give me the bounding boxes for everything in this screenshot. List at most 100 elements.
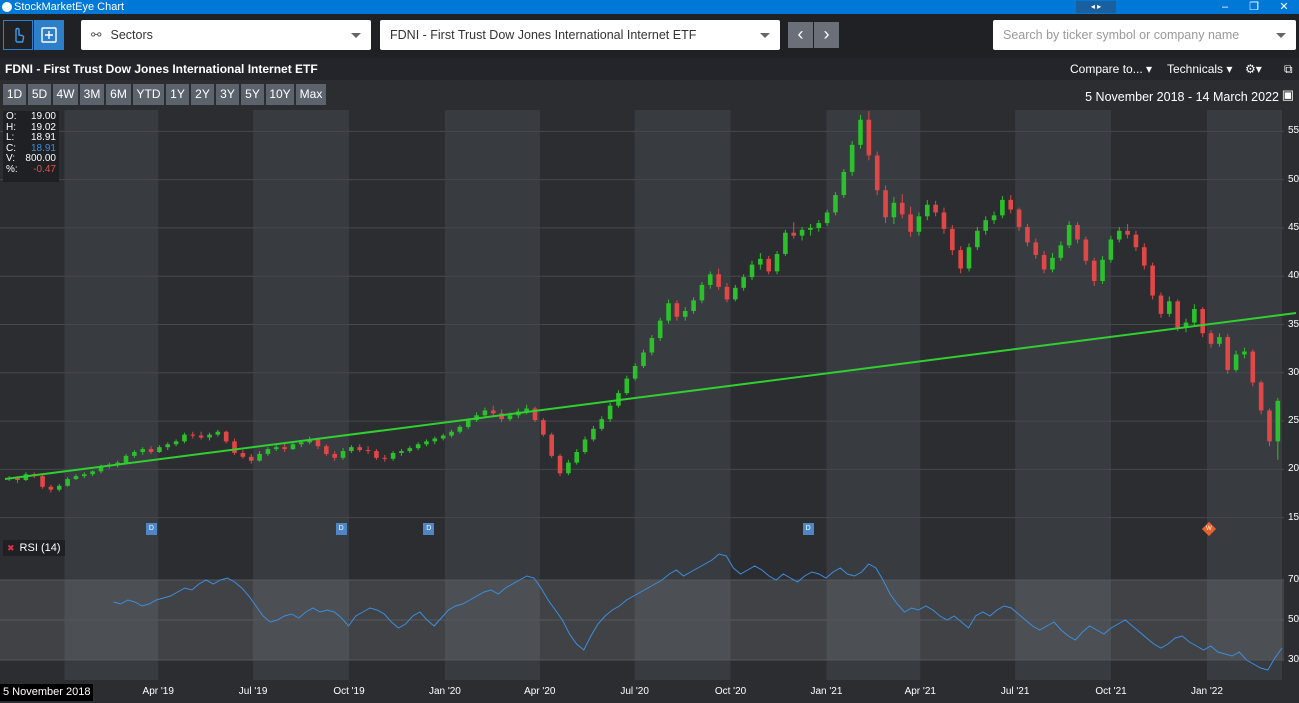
close-icon[interactable]: ✕	[1279, 1, 1289, 13]
candle-body	[1116, 230, 1122, 240]
period-button-3m[interactable]: 3M	[80, 84, 104, 105]
candle-body	[924, 204, 930, 217]
candle-body	[81, 474, 87, 477]
period-button-5y[interactable]: 5Y	[241, 84, 264, 105]
quarter-band	[64, 110, 159, 680]
x-tick-label: Jul '21	[1000, 686, 1030, 697]
ohlc-key: O:	[6, 111, 17, 122]
candle-body	[507, 415, 513, 420]
period-button-3y[interactable]: 3Y	[216, 84, 239, 105]
prev-symbol-button[interactable]: ‹	[788, 22, 813, 48]
candle-body	[1108, 239, 1114, 260]
date-range[interactable]: 5 November 2018 - 14 March 2022	[1085, 90, 1279, 104]
next-symbol-button[interactable]: ›	[814, 22, 839, 48]
period-button-5d[interactable]: 5D	[28, 84, 51, 105]
period-button-2y[interactable]: 2Y	[191, 84, 214, 105]
x-tick-label: Jul '19	[238, 686, 268, 697]
symbol-select[interactable]: FDNI - First Trust Dow Jones Internation…	[380, 20, 780, 50]
candle-body	[1158, 295, 1164, 314]
glasses-icon: ⚯	[91, 28, 102, 42]
candle-body	[1000, 199, 1005, 216]
period-button-10y[interactable]: 10Y	[266, 84, 294, 105]
candle-body	[1167, 301, 1172, 314]
candle-body	[1125, 230, 1130, 235]
candle-body	[499, 413, 504, 420]
period-button-1y[interactable]: 1Y	[166, 84, 189, 105]
candle-body	[1083, 239, 1089, 261]
candle-body	[916, 216, 922, 232]
pointer-mode-button[interactable]	[3, 20, 33, 50]
price-tick-label: 25	[1288, 415, 1299, 427]
rsi-label-text: RSI (14)	[19, 542, 61, 554]
candle-body	[482, 410, 488, 416]
x-tick-label: Oct '21	[1095, 686, 1127, 697]
chevron-down-icon	[1276, 33, 1286, 38]
ohlc-row: C: 18.91	[6, 142, 56, 155]
candle-body	[632, 366, 638, 379]
technicals-dropdown[interactable]: Technicals ▾	[1167, 62, 1233, 76]
candle-body	[899, 202, 905, 215]
crosshair-mode-button[interactable]	[34, 20, 64, 50]
candle-body	[173, 441, 179, 445]
candle-body	[290, 444, 296, 450]
rsi-band	[0, 580, 1284, 660]
candle-body	[1258, 382, 1264, 411]
candle-body	[724, 286, 730, 300]
price-tick-label: 20	[1288, 463, 1299, 475]
candle-body	[248, 456, 254, 461]
dividend-marker[interactable]: D	[423, 523, 435, 535]
settings-gear-icon[interactable]: ⚙▾	[1245, 62, 1262, 76]
candle-body	[1133, 234, 1139, 248]
dividend-marker[interactable]: D	[335, 523, 347, 535]
dividend-marker[interactable]: D	[145, 523, 157, 535]
period-button-ytd[interactable]: YTD	[133, 84, 164, 105]
window-nav-arrows[interactable]: ◂ ▸	[1076, 1, 1116, 13]
period-button-4w[interactable]: 4W	[53, 84, 78, 105]
candle-body	[1208, 333, 1214, 344]
candle-body	[140, 449, 146, 452]
candle-body	[265, 449, 271, 454]
candle-body	[1217, 337, 1222, 344]
x-tick-label: Apr '21	[904, 686, 936, 697]
dividend-marker[interactable]: D	[802, 523, 814, 535]
calendar-icon[interactable]: ▣	[1281, 87, 1294, 102]
period-button-6m[interactable]: 6M	[106, 84, 131, 105]
remove-indicator-icon[interactable]: ✖	[7, 543, 15, 553]
period-button-max[interactable]: Max	[296, 84, 326, 105]
candle-body	[966, 247, 972, 269]
candle-body	[1066, 225, 1072, 246]
candle-body	[516, 411, 521, 416]
candle-body	[691, 300, 696, 311]
symbol-search-input[interactable]: Search by ticker symbol or company name	[993, 20, 1296, 50]
candle-body	[232, 441, 237, 453]
popout-window-icon[interactable]: ⧉	[1284, 62, 1293, 76]
compare-label: Compare to...	[1070, 62, 1143, 76]
ohlc-value: 19.00	[30, 111, 56, 122]
candle-body	[190, 434, 196, 436]
rsi-indicator-label[interactable]: ✖ RSI (14)	[3, 540, 65, 556]
app-logo-icon	[2, 2, 12, 12]
quarter-band	[444, 110, 540, 680]
candle-body	[148, 449, 154, 452]
price-tick-label: 55	[1288, 125, 1299, 137]
candle-body	[666, 303, 671, 321]
period-button-1d[interactable]: 1D	[3, 84, 26, 105]
candle-body	[849, 144, 855, 172]
restore-icon[interactable]: ❐	[1249, 1, 1259, 13]
candle-body	[566, 462, 571, 474]
ohlc-row: O: 19.00	[6, 111, 56, 123]
ohlc-key: %:	[6, 163, 18, 175]
compare-to-dropdown[interactable]: Compare to... ▾	[1070, 62, 1153, 76]
candle-body	[6, 478, 12, 480]
warning-marker[interactable]: W	[1201, 521, 1217, 537]
x-tick-label: Jan '22	[1190, 686, 1223, 697]
candle-body	[40, 476, 45, 487]
ohlc-key: C:	[6, 142, 16, 154]
candle-body	[1075, 225, 1080, 240]
sectors-dropdown[interactable]: ⚯ Sectors	[81, 20, 371, 50]
candle-body	[490, 410, 496, 414]
candle-body	[791, 232, 797, 236]
candle-body	[48, 486, 54, 490]
candle-body	[90, 471, 95, 475]
minimize-icon[interactable]: –	[1221, 1, 1229, 13]
